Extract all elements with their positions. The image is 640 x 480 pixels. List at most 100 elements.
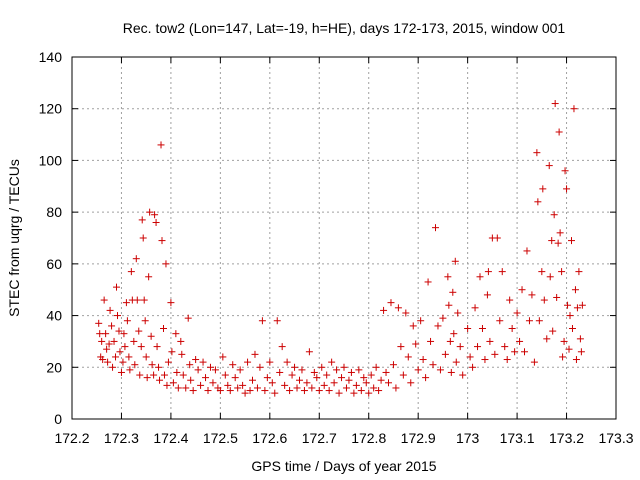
data-point <box>132 255 140 263</box>
data-point <box>558 268 566 276</box>
data-point <box>158 237 166 245</box>
x-tick-label: 172.3 <box>104 430 139 446</box>
data-point <box>360 374 368 382</box>
data-point <box>459 371 467 379</box>
data-point <box>407 379 415 387</box>
data-point <box>486 337 494 345</box>
data-point <box>231 374 239 382</box>
data-point <box>122 299 130 307</box>
data-point <box>229 361 237 369</box>
data-point <box>471 304 479 312</box>
x-tick-label: 172.6 <box>252 430 287 446</box>
data-point <box>115 327 123 335</box>
data-point <box>571 286 579 294</box>
data-point <box>142 353 150 361</box>
data-point <box>145 273 153 281</box>
data-point <box>99 356 107 364</box>
data-point <box>441 350 449 358</box>
data-point <box>127 268 135 276</box>
data-point <box>268 379 276 387</box>
data-point <box>308 384 316 392</box>
data-point <box>320 381 328 389</box>
data-point <box>123 317 131 325</box>
data-point <box>451 257 459 265</box>
data-point <box>103 345 111 353</box>
data-point <box>563 185 571 193</box>
data-point <box>206 363 214 371</box>
data-point <box>518 286 526 294</box>
data-point <box>167 299 175 307</box>
data-point <box>347 368 355 376</box>
data-point <box>187 376 195 384</box>
data-point <box>121 343 129 351</box>
data-point <box>422 374 430 382</box>
data-point <box>545 162 553 170</box>
data-point <box>503 356 511 364</box>
y-axis-ticks: 0 20 40 60 80 100 120 140 <box>39 49 616 427</box>
data-point <box>431 224 439 232</box>
data-point <box>362 379 370 387</box>
data-point <box>189 387 197 395</box>
data-point <box>110 337 118 345</box>
grid-lines <box>72 57 616 419</box>
data-point <box>125 353 133 361</box>
data-point <box>100 296 108 304</box>
data-point <box>521 348 529 356</box>
x-tick-label: 173 <box>456 430 480 446</box>
data-point <box>246 387 254 395</box>
data-point <box>239 381 247 389</box>
data-point <box>338 374 346 382</box>
data-point <box>249 376 257 384</box>
data-point <box>234 384 242 392</box>
data-point <box>148 361 156 369</box>
data-point <box>298 366 306 374</box>
data-point <box>548 237 556 245</box>
data-point <box>194 366 202 374</box>
data-point <box>567 237 575 245</box>
data-point <box>209 379 217 387</box>
data-point <box>372 363 380 371</box>
data-point <box>135 327 143 335</box>
data-point <box>266 358 274 366</box>
data-points <box>95 100 586 397</box>
data-point <box>116 348 124 356</box>
data-point <box>355 366 363 374</box>
data-point <box>150 371 158 379</box>
data-point <box>553 293 561 301</box>
data-point <box>340 363 348 371</box>
data-point <box>424 278 432 286</box>
data-point <box>345 376 353 384</box>
data-point <box>219 353 227 361</box>
data-point <box>350 389 358 397</box>
data-point <box>377 376 385 384</box>
data-point <box>543 335 551 343</box>
data-point <box>385 379 393 387</box>
data-point <box>417 317 425 325</box>
data-point <box>409 322 417 330</box>
data-point <box>546 273 554 281</box>
data-point <box>575 268 583 276</box>
data-point <box>139 234 147 242</box>
data-point <box>156 376 164 384</box>
data-point <box>561 167 569 175</box>
data-point <box>293 384 301 392</box>
data-point <box>446 337 454 345</box>
y-tick-label: 100 <box>39 152 63 168</box>
data-point <box>456 343 464 351</box>
data-point <box>414 366 422 374</box>
data-point <box>576 335 584 343</box>
data-point <box>137 343 145 351</box>
data-point <box>493 234 501 242</box>
data-point <box>380 306 388 314</box>
data-point <box>172 330 180 338</box>
data-point <box>555 128 563 136</box>
data-point <box>392 384 400 392</box>
data-point <box>160 371 168 379</box>
data-point <box>523 247 531 255</box>
data-point <box>216 387 224 395</box>
data-point <box>221 371 229 379</box>
data-point <box>153 343 161 351</box>
data-point <box>342 384 350 392</box>
y-tick-label: 60 <box>46 256 62 272</box>
